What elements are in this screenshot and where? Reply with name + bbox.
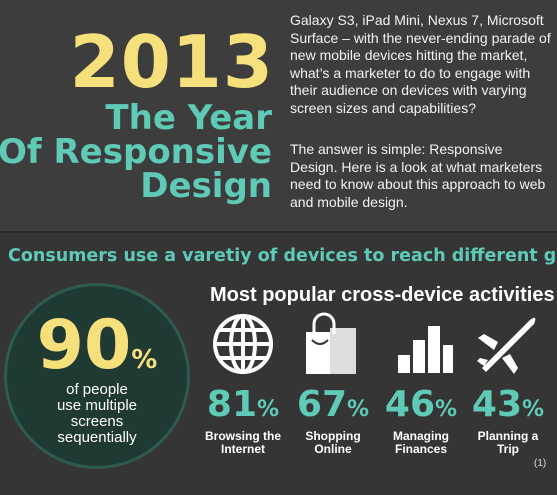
unit: % <box>435 397 458 422</box>
activity: 67% Shopping Online <box>285 385 381 456</box>
highlight-value: 90% <box>7 306 187 385</box>
year: 2013 <box>69 20 274 104</box>
label: Trip <box>496 442 519 456</box>
activities-title: Most popular cross-device activities <box>210 284 555 306</box>
caption-line: of people <box>66 381 128 398</box>
intro-paragraph: Galaxy S3, iPad Mini, Nexus 7, Microsoft… <box>290 12 551 116</box>
unit: % <box>131 345 158 375</box>
label: Finances <box>394 442 448 456</box>
activity: 46% Managing Finances <box>373 385 469 456</box>
highlight-circle: 90% of people use multiple screens seque… <box>4 283 190 469</box>
bag-icon <box>306 312 356 374</box>
activity: 43% Planning a Trip <box>460 385 556 456</box>
title-line: The Year <box>105 98 272 138</box>
plane-icon <box>477 317 536 374</box>
label: Planning a <box>477 429 539 443</box>
bars-icon <box>398 326 453 373</box>
intro-paragraph: The answer is simple: Responsive Design.… <box>290 141 546 210</box>
value: 43 <box>471 384 523 425</box>
title-line: Of Responsive <box>0 132 272 172</box>
label: Browsing the <box>204 429 281 443</box>
unit: % <box>257 397 280 422</box>
caption-line: sequentially <box>57 429 137 446</box>
activity: 81% Browsing the Internet <box>195 385 291 456</box>
label: Internet <box>220 442 265 456</box>
label: Managing <box>393 429 449 443</box>
top-panel <box>0 0 557 232</box>
title-line: Design <box>140 166 272 206</box>
unit: % <box>522 397 545 422</box>
label: Shopping <box>305 429 361 443</box>
value: 90 <box>36 306 132 385</box>
value: 81 <box>206 384 258 425</box>
divider <box>0 231 557 233</box>
caption-line: use multiple <box>56 397 138 414</box>
label: Online <box>314 442 352 456</box>
unit: % <box>347 397 370 422</box>
value: 46 <box>384 384 436 425</box>
section-heading: Consumers use a varetiy of devices to re… <box>8 246 557 266</box>
highlight-caption: of people use multiple screens sequentia… <box>7 382 187 446</box>
footnote: (1) <box>534 458 547 469</box>
globe-icon <box>213 314 273 374</box>
caption-line: screens <box>70 413 124 430</box>
value: 67 <box>296 384 348 425</box>
